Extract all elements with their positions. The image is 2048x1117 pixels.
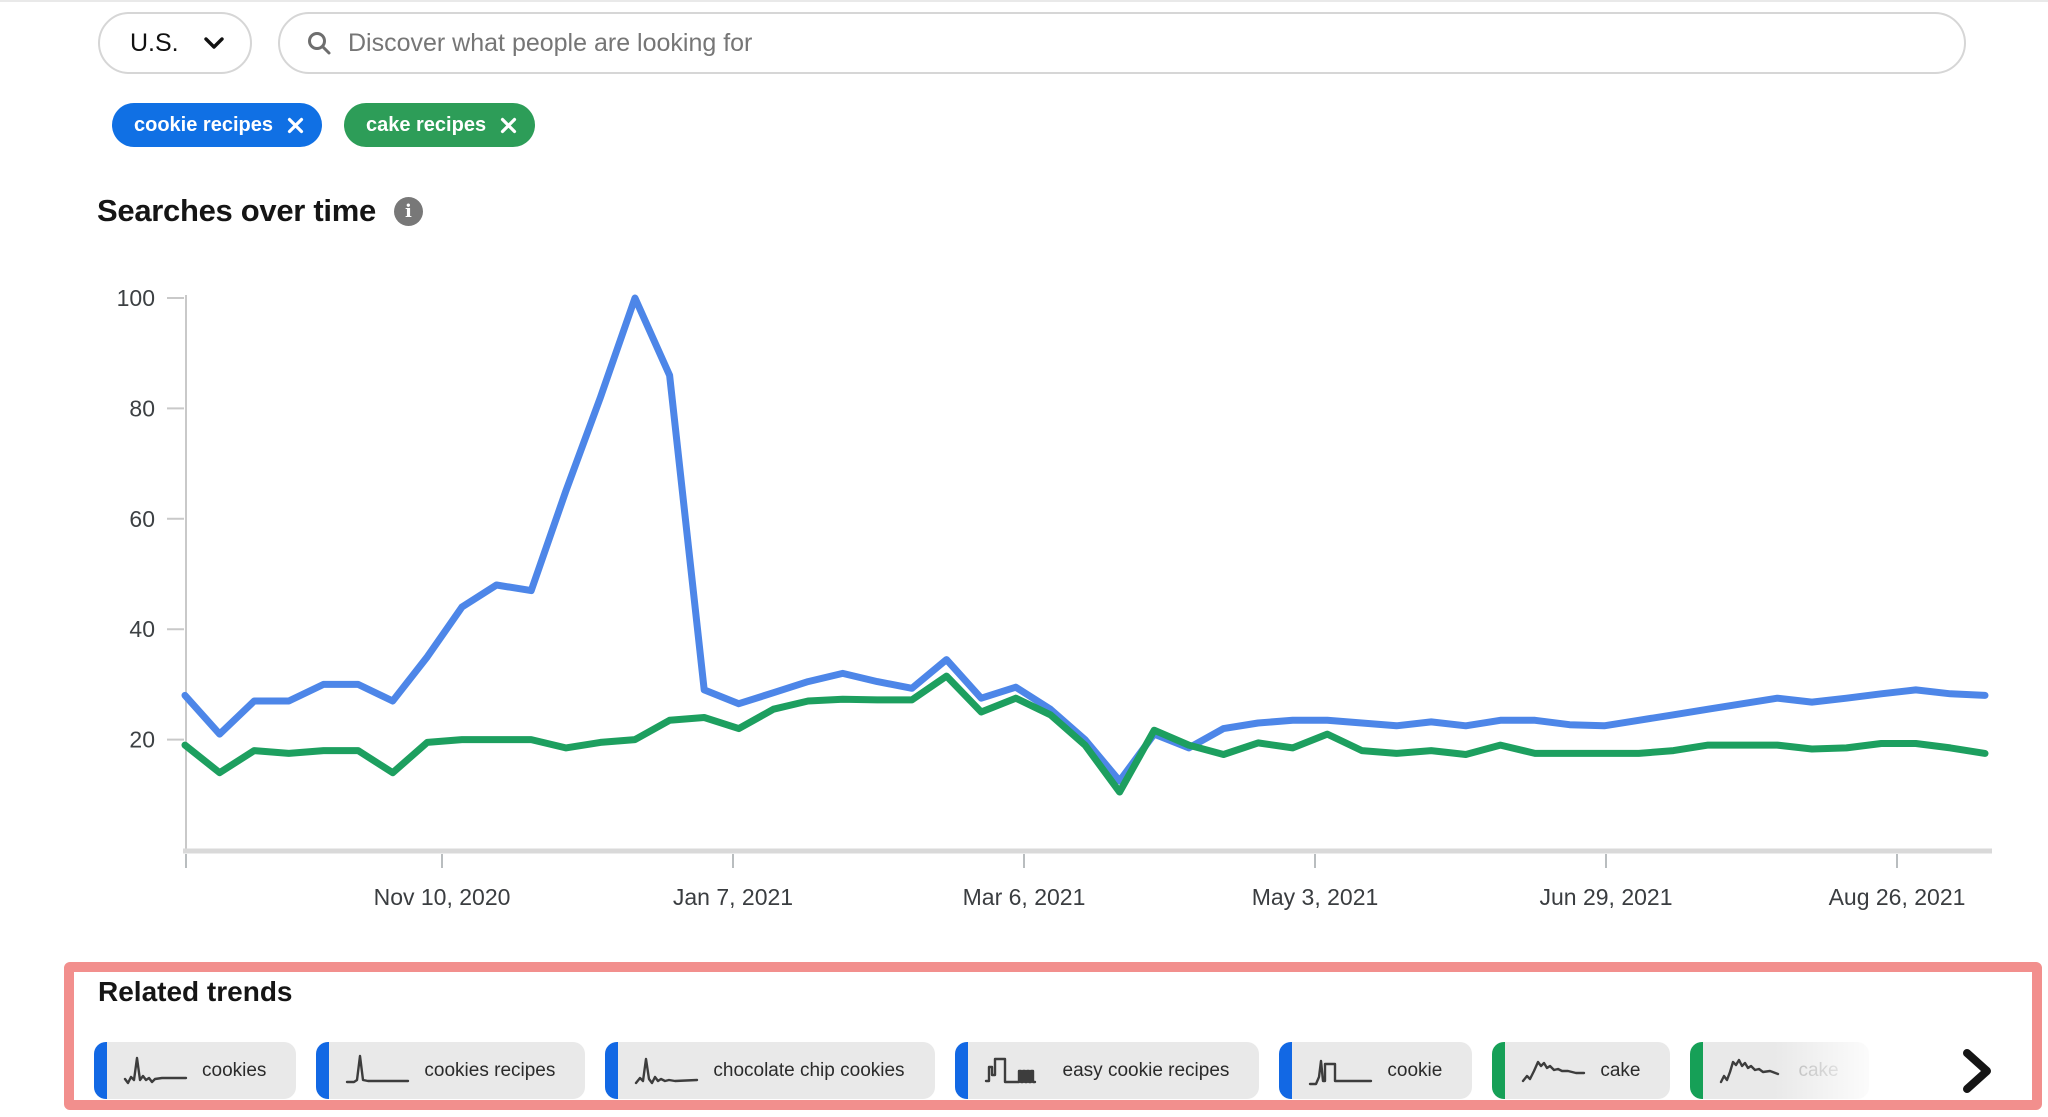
remove-term-icon[interactable] [500,117,517,134]
chevron-down-icon [204,36,224,50]
trend-color-bar [1279,1042,1293,1099]
term-chip-cake-recipes[interactable]: cake recipes [343,103,536,147]
trend-color-bar [954,1042,968,1099]
x-axis-label: Mar 6, 2021 [963,884,1086,910]
trend-color-bar [316,1042,330,1099]
remove-term-icon[interactable] [287,117,304,134]
related-trend-label: cookies recipes [424,1059,556,1081]
related-trends-section: Related trends cookies cookies recipes cho… [64,962,2042,1110]
related-trend-pill-cookies-recipes[interactable]: cookies recipes [316,1042,586,1099]
related-trend-label: cake [1600,1059,1641,1081]
y-axis-label: 100 [117,285,155,311]
related-trend-pill-chocolate-chip-cookies[interactable]: chocolate chip cookies [605,1042,935,1099]
related-trend-pill-cookie[interactable]: cookie [1279,1042,1473,1099]
trend-color-bar [605,1042,619,1099]
trend-color-bar [94,1042,107,1099]
y-axis-label: 80 [129,395,155,421]
related-trend-label: cookies [202,1059,267,1081]
term-chip-label: cookie recipes [134,113,273,136]
y-axis-label: 60 [129,506,155,532]
x-axis-label: May 3, 2021 [1252,884,1379,910]
sparkline-icon [1309,1059,1373,1085]
chevron-right-icon [1963,1049,1991,1093]
related-trend-label: chocolate chip cookies [713,1059,905,1081]
search-input[interactable] [346,27,1938,59]
sparkline-icon [1720,1058,1780,1083]
searches-over-time-chart: 20 40 60 80 100 Nov 10, 2020 Jan 7, 2021 Mar 6,… [117,285,1992,910]
related-trends-title: Related trends [98,976,293,1007]
x-axis-label: Nov 10, 2020 [374,884,511,910]
y-axis-label: 40 [129,616,155,642]
related-trend-pill-cake[interactable]: cake [1690,1042,1869,1099]
region-dropdown[interactable]: U.S. [98,12,252,74]
sparkline-icon [984,1057,1036,1083]
cookie-recipes-line [181,294,1989,785]
related-trends-carousel: cookies cookies recipes chocolate chip coo… [94,1042,1924,1100]
sparkline-icon [123,1056,188,1084]
x-axis-label: Jan 7, 2021 [673,884,793,910]
term-chip-label: cake recipes [365,113,487,136]
x-axis-label: Jun 29, 2021 [1539,884,1672,910]
related-trend-label: easy cookie recipes [1062,1059,1230,1081]
trend-color-bar [1492,1042,1506,1099]
related-trend-pill-cake[interactable]: cake [1492,1042,1671,1099]
related-trend-pill-cookies[interactable]: cookies [94,1042,297,1099]
sparkline-icon [346,1054,410,1083]
related-trend-label: cookie [1387,1059,1443,1081]
search-bar [278,12,1966,74]
chart-header: Searches over time i [97,193,423,229]
region-label: U.S. [130,28,179,57]
cake-recipes-line [181,672,1989,796]
next-arrow-button[interactable] [1956,1048,1998,1096]
y-axis-label: 20 [129,727,155,753]
info-icon[interactable]: i [393,196,423,226]
search-icon [306,30,332,56]
sparkline-icon [1522,1060,1586,1082]
x-axis-label: Aug 26, 2021 [1829,884,1966,910]
term-chip-cookie-recipes[interactable]: cookie recipes [112,103,322,147]
sparkline-icon [635,1057,699,1084]
trend-color-bar [1690,1042,1704,1099]
related-trends-list: cookies cookies recipes chocolate chip coo… [94,1042,1924,1099]
related-trend-label: cake [1798,1059,1839,1081]
selected-terms: cookie recipes cake recipes [112,103,536,147]
top-divider [0,0,2048,2]
chart-title: Searches over time [97,193,376,228]
related-trend-pill-easy-cookie-recipes[interactable]: easy cookie recipes [954,1042,1260,1099]
